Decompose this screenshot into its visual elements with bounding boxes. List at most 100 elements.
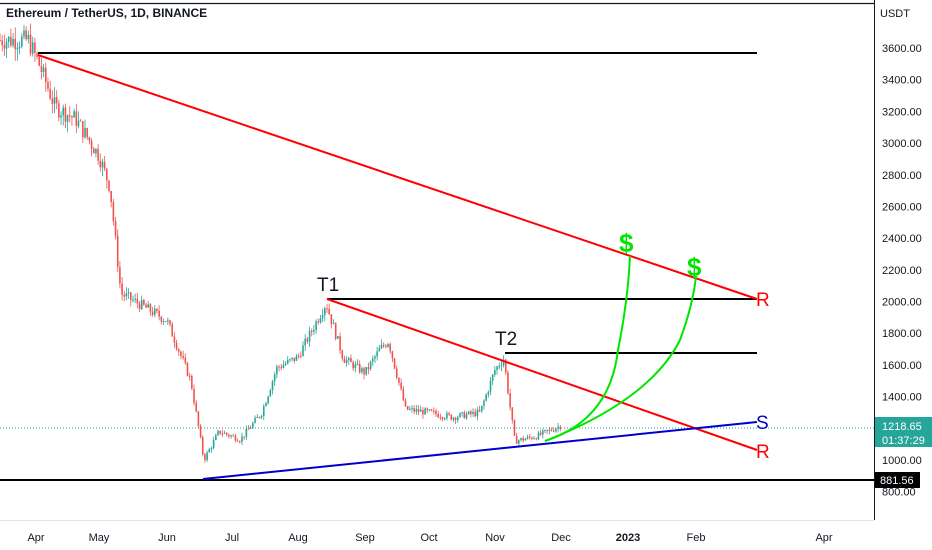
time-tick-label: Jun: [158, 532, 176, 544]
candle-body: [162, 321, 165, 323]
candle-body: [55, 97, 58, 104]
candle-body: [88, 137, 91, 141]
candle-body: [158, 310, 160, 317]
candle-body: [228, 434, 230, 437]
candle-body: [47, 82, 49, 89]
candle-body: [278, 366, 280, 368]
candle-body: [452, 417, 455, 420]
candle-body: [356, 363, 359, 365]
target-arc-2[interactable]: [544, 275, 697, 442]
candle-body: [247, 428, 250, 430]
resistance-label-1: R: [756, 290, 770, 311]
candle-body: [68, 115, 71, 117]
candle-body: [82, 121, 84, 138]
symbol-legend[interactable]: Ethereum / TetherUS, 1D, BINANCE: [6, 6, 208, 20]
candle-body: [225, 432, 228, 435]
candle-body: [97, 148, 99, 161]
candle-body: [550, 429, 553, 431]
candle-body: [515, 435, 518, 444]
candle-body: [40, 65, 43, 72]
candle-body: [324, 308, 326, 316]
countdown-value: 01:37:29: [882, 435, 925, 447]
candle-body: [127, 292, 130, 294]
candle-body: [369, 361, 372, 370]
candle-body: [345, 360, 348, 363]
candles: [0, 23, 562, 463]
candle-body: [121, 283, 123, 295]
candle-body: [310, 330, 313, 332]
candle-body: [110, 190, 112, 203]
candle-body: [5, 41, 8, 49]
candle-body: [284, 363, 287, 365]
time-axis[interactable]: Apr May Jun Jul Aug Sep Oct Nov Dec 2023 Feb Apr: [27, 532, 832, 544]
candle-body: [191, 375, 193, 389]
candle-body: [400, 382, 402, 389]
price-tick-label: 1000.00: [882, 455, 922, 467]
candle-body: [467, 411, 470, 415]
candle-body: [29, 34, 32, 54]
candle-body: [21, 36, 23, 47]
drawings[interactable]: [0, 52, 874, 481]
candle-body: [167, 320, 169, 322]
candle-body: [313, 329, 315, 332]
price-tick-label: 800.00: [882, 487, 916, 499]
candle-body: [413, 408, 415, 412]
candle-body: [254, 417, 256, 423]
candle-body: [513, 420, 516, 436]
price-tick-label: 3400.00: [882, 75, 922, 87]
candle-body: [241, 436, 243, 442]
candle-body: [478, 409, 481, 412]
candle-body: [426, 408, 429, 411]
candle-body: [328, 308, 330, 315]
candle-body: [559, 426, 562, 430]
candle-body: [317, 321, 320, 323]
candle-body: [343, 358, 346, 363]
candle-body: [239, 441, 241, 443]
resistance-trendline-2[interactable]: [326, 298, 758, 451]
candle-body: [409, 408, 411, 410]
target-arc-1[interactable]: [544, 255, 631, 442]
candle-body: [265, 403, 267, 407]
candle-body: [53, 97, 56, 104]
low-level-badge: 881.56: [875, 472, 920, 488]
candle-body: [548, 429, 551, 431]
candle-body: [461, 412, 463, 414]
candle-body: [472, 411, 474, 414]
support-trendline[interactable]: [202, 421, 758, 480]
candle-body: [60, 115, 62, 118]
candle-body: [297, 355, 300, 357]
candle-body: [382, 344, 385, 346]
candle-body: [269, 390, 272, 397]
candle-body: [308, 330, 311, 342]
candle-body: [531, 437, 533, 439]
candle-body: [249, 427, 252, 429]
candle-body: [27, 34, 30, 40]
candle-body: [62, 107, 65, 116]
currency-label: USDT: [880, 8, 910, 20]
candle-body: [175, 342, 178, 350]
candle-body: [415, 408, 418, 412]
resistance-trendline-1[interactable]: [37, 54, 758, 300]
candle-body: [385, 345, 387, 347]
candle-body: [476, 409, 479, 417]
candle-body: [197, 411, 200, 427]
candle-body: [552, 430, 555, 432]
candle-body: [302, 345, 304, 357]
candle-body: [280, 367, 283, 369]
candle-body: [64, 107, 67, 122]
candle-body: [395, 368, 398, 378]
candle-body: [84, 128, 86, 138]
candle-body: [271, 381, 274, 391]
candle-body: [114, 221, 117, 237]
candle-body: [448, 413, 450, 415]
candle-body: [330, 314, 333, 324]
candle-body: [326, 308, 328, 310]
candle-body: [367, 366, 370, 370]
price-tick-label: 2800.00: [882, 170, 922, 182]
candle-body: [315, 321, 317, 330]
candle-body: [535, 438, 538, 440]
candle-body: [38, 56, 41, 66]
candle-body: [289, 359, 291, 361]
candle-body: [489, 380, 492, 392]
